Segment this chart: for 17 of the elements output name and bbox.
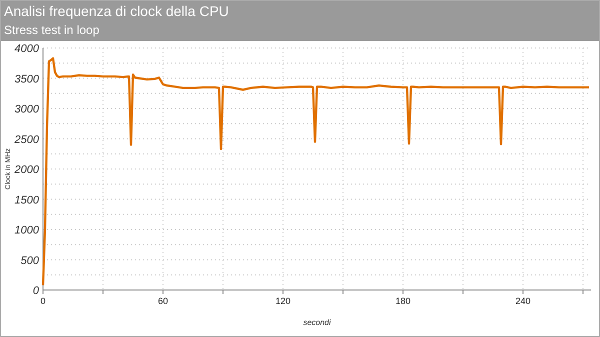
y-tick-label: 2000	[14, 164, 40, 176]
y-tick-label: 3000	[14, 104, 40, 116]
y-tick-label: 1000	[14, 224, 40, 236]
y-tick-label: 1500	[14, 194, 40, 206]
y-tick-label: 2500	[14, 134, 40, 146]
y-tick-label: 500	[20, 254, 40, 267]
x-axis-title: secondi	[303, 318, 332, 327]
chart-title: Analisi frequenza di clock della CPU	[4, 3, 229, 19]
x-tick-label: 60	[158, 296, 168, 306]
x-tick-label: 180	[395, 296, 411, 306]
y-tick-label: 4000	[14, 43, 40, 55]
y-tick-label: 0	[32, 285, 40, 297]
chart-subtitle: Stress test in loop	[4, 23, 100, 37]
x-tick-label: 240	[515, 296, 531, 306]
line-series	[42, 57, 590, 286]
x-tick-label: 120	[275, 296, 291, 306]
y-tick-label: 3500	[14, 73, 40, 86]
